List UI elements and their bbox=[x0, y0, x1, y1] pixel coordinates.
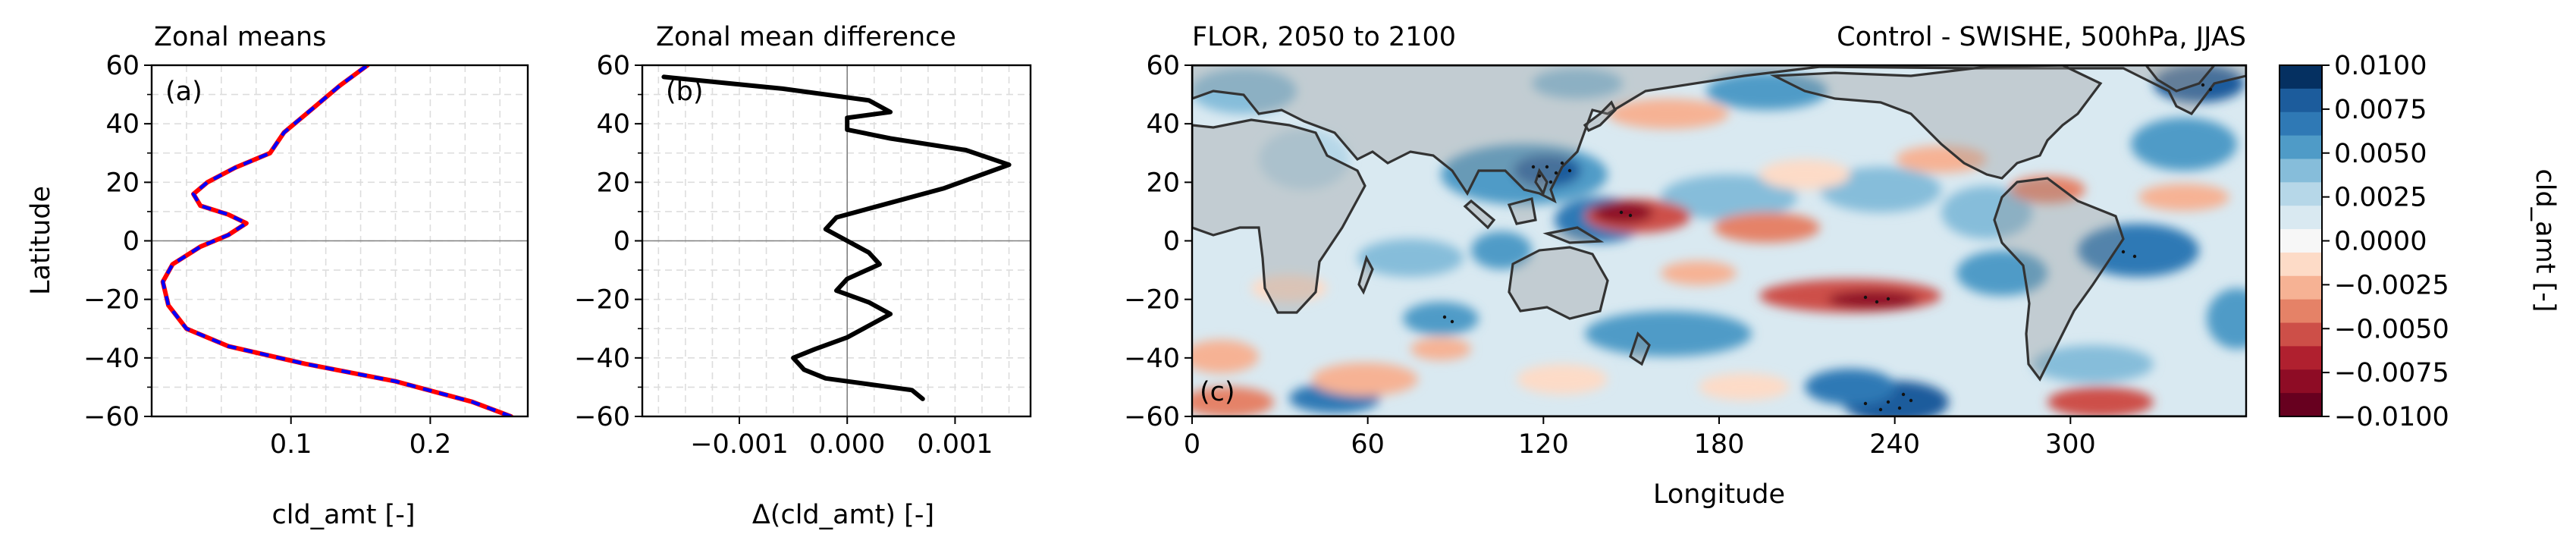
colorbar-band bbox=[2279, 229, 2322, 253]
panel-c-ticks: −60 −40 −20 0 20 40 60 0 60 120 180 240 300 bbox=[1124, 51, 2096, 460]
panel-a-ylabel: Latitude bbox=[26, 186, 56, 295]
colorbar-tick-label: −0.0100 bbox=[2334, 402, 2449, 432]
colorbar-tick-label: 0.0025 bbox=[2334, 183, 2427, 213]
panel-a-label: (a) bbox=[165, 77, 202, 107]
colorbar-band bbox=[2279, 252, 2322, 277]
series-line-1 bbox=[661, 74, 1012, 401]
x-tick-label: 0.1 bbox=[270, 429, 312, 460]
colorbar-tick-label: −0.0025 bbox=[2334, 270, 2449, 300]
panel-c-title-right: Control - SWISHE, 500hPa, JJAS bbox=[1837, 22, 2246, 52]
y-tick-label: 60 bbox=[596, 51, 630, 81]
colorbar-band bbox=[2279, 88, 2322, 113]
colorbar-tick-label: 0.0000 bbox=[2334, 227, 2427, 257]
colorbar-band bbox=[2279, 135, 2322, 160]
colorbar-bands bbox=[2279, 65, 2322, 417]
colorbar-band bbox=[2279, 159, 2322, 183]
colorbar-band bbox=[2279, 182, 2322, 206]
colorbar-tick-label: 0.0050 bbox=[2334, 139, 2427, 169]
panel-c: −60 −40 −20 0 20 40 60 0 60 120 180 240 300 FLOR, 20… bbox=[1124, 22, 2248, 510]
panel-b-ticks: −60 −40 −20 0 20 40 60 −0.001 0.000 0.001 bbox=[574, 51, 993, 460]
y-tick-label: −60 bbox=[83, 402, 140, 432]
sumatra-outline bbox=[1463, 199, 1496, 230]
australia-outline bbox=[1508, 246, 1609, 320]
eurasia-outline bbox=[1192, 65, 2246, 204]
panel-b: −60 −40 −20 0 20 40 60 −0.001 0.000 0.001 Zonal m… bbox=[574, 22, 1032, 530]
panel-a-lines bbox=[160, 65, 513, 416]
anomaly-field bbox=[1192, 65, 2246, 416]
y-tick-label: 40 bbox=[596, 109, 630, 140]
colorbar-band bbox=[2279, 322, 2322, 347]
map-y-tick-label: 0 bbox=[1163, 227, 1180, 257]
panel-b-title: Zonal mean difference bbox=[656, 22, 956, 52]
map-x-tick-label: 180 bbox=[1694, 429, 1745, 460]
north-america-outline bbox=[1769, 65, 2103, 180]
panel-a-ticks: −60 −40 −20 0 20 40 60 0.1 0.2 bbox=[83, 51, 451, 460]
colorbar-tick-label: −0.0050 bbox=[2334, 314, 2449, 344]
map-y-tick-label: −60 bbox=[1124, 402, 1180, 432]
colorbar-band bbox=[2279, 206, 2322, 230]
x-tick-label: −0.001 bbox=[690, 429, 789, 460]
y-tick-label: −40 bbox=[574, 344, 630, 374]
colorbar-band bbox=[2279, 65, 2322, 90]
y-tick-label: 0 bbox=[123, 227, 140, 257]
y-tick-label: 0 bbox=[613, 227, 630, 257]
panel-c-xlabel: Longitude bbox=[1653, 479, 1785, 510]
colorbar-tick-label: −0.0075 bbox=[2334, 358, 2449, 388]
panel-b-lines bbox=[661, 74, 1012, 401]
japan-outline bbox=[1583, 100, 1617, 133]
map-x-tick-label: 0 bbox=[1184, 429, 1200, 460]
borneo-outline bbox=[1507, 197, 1537, 225]
colorbar-band bbox=[2279, 393, 2322, 417]
y-tick-label: 60 bbox=[105, 51, 140, 81]
y-tick-label: −60 bbox=[574, 402, 630, 432]
y-tick-label: −20 bbox=[83, 285, 140, 316]
y-tick-label: 20 bbox=[596, 168, 630, 198]
colorbar-label: cld_amt [-] bbox=[2530, 168, 2560, 312]
colorbar-band bbox=[2279, 299, 2322, 324]
colorbar-band bbox=[2279, 369, 2322, 394]
colorbar-band bbox=[2279, 346, 2322, 370]
y-tick-label: 40 bbox=[105, 109, 140, 140]
panel-a-title: Zonal means bbox=[154, 22, 326, 52]
africa-outline bbox=[1192, 118, 1366, 314]
panel-c-title: FLOR, 2050 to 2100 bbox=[1192, 22, 1456, 52]
panel-b-grid bbox=[642, 64, 1031, 417]
y-tick-label: −40 bbox=[83, 344, 140, 374]
panel-b-label: (b) bbox=[666, 77, 704, 107]
new-guinea-outline bbox=[1542, 226, 1605, 244]
y-tick-label: 20 bbox=[105, 168, 140, 198]
map-y-tick-label: 20 bbox=[1146, 168, 1180, 198]
colorbar-band bbox=[2279, 275, 2322, 300]
map-x-tick-label: 240 bbox=[1869, 429, 1920, 460]
greenland-outline bbox=[2144, 65, 2217, 93]
map-y-tick-label: −40 bbox=[1124, 344, 1180, 374]
colorbar-ticks: 0.0100 0.0075 0.0050 0.0025 0.0000 −0.0025 −0.… bbox=[2322, 51, 2449, 432]
colorbar: 0.0100 0.0075 0.0050 0.0025 0.0000 −0.0025 −0.… bbox=[2279, 51, 2560, 432]
x-tick-label: 0.000 bbox=[809, 429, 885, 460]
colorbar-band bbox=[2279, 112, 2322, 137]
colorbar-tick-label: 0.0075 bbox=[2334, 95, 2427, 125]
map-x-tick-label: 300 bbox=[2045, 429, 2096, 460]
madagascar-outline bbox=[1357, 254, 1374, 295]
panel-b-xlabel: Δ(cld_amt) [-] bbox=[752, 500, 934, 530]
series-line-2 bbox=[161, 65, 512, 416]
new-zealand-outline bbox=[1629, 331, 1651, 366]
map-y-tick-label: 60 bbox=[1146, 51, 1180, 81]
colorbar-tick-label: 0.0100 bbox=[2334, 51, 2427, 81]
panel-a-grid bbox=[151, 64, 528, 417]
map-y-tick-label: −20 bbox=[1124, 285, 1180, 316]
map-x-tick-label: 60 bbox=[1351, 429, 1385, 460]
panel-a-xlabel: cld_amt [-] bbox=[271, 500, 415, 530]
x-tick-label: 0.001 bbox=[917, 429, 993, 460]
map-y-tick-label: 40 bbox=[1146, 109, 1180, 140]
panel-c-label: (c) bbox=[1200, 377, 1235, 407]
continents bbox=[1192, 65, 2246, 416]
map-x-tick-label: 120 bbox=[1518, 429, 1569, 460]
x-tick-label: 0.2 bbox=[409, 429, 452, 460]
y-tick-label: −20 bbox=[574, 285, 630, 316]
south-america-outline bbox=[1993, 177, 2125, 382]
panel-a: −60 −40 −20 0 20 40 60 0.1 0.2 Zonal means (a) c… bbox=[26, 22, 529, 530]
significance-stippling bbox=[1442, 83, 2213, 412]
